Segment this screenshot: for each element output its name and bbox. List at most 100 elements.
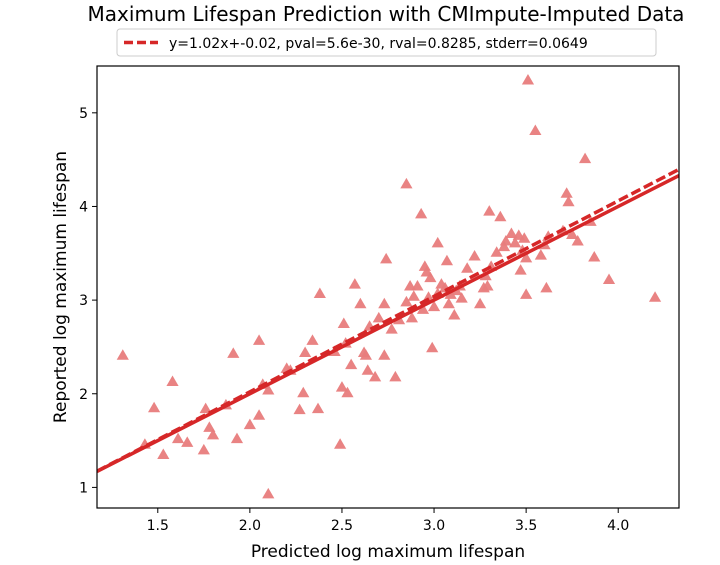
data-point-marker: [534, 249, 547, 260]
data-point-marker: [157, 448, 170, 460]
data-point-marker: [341, 386, 354, 398]
data-point-marker: [562, 195, 575, 207]
data-point-marker: [311, 402, 325, 414]
data-point-marker: [345, 358, 358, 370]
data-point-marker: [473, 297, 487, 309]
data-point-marker: [529, 124, 542, 136]
legend-label: y=1.02x+-0.02, pval=5.6e-30, rval=0.8285…: [169, 36, 588, 52]
data-point-marker: [116, 349, 129, 360]
plot-frame: [96, 65, 680, 509]
legend: y=1.02x+-0.02, pval=5.6e-30, rval=0.8285…: [116, 28, 657, 57]
data-point-marker: [199, 402, 212, 414]
data-point-marker: [166, 375, 179, 387]
x-tick-label: 3.5: [515, 518, 537, 534]
data-point-marker: [334, 438, 347, 449]
data-point-marker: [197, 443, 210, 455]
regression-line-layer: [97, 167, 679, 474]
y-axis-ticks: 1 2 3 4 5: [79, 106, 97, 496]
data-point-marker: [407, 290, 420, 301]
y-tick-label: 2: [79, 387, 88, 403]
data-point-marker: [171, 432, 185, 444]
data-point-marker: [540, 281, 553, 293]
data-point-marker: [297, 386, 310, 398]
identity-line: [97, 174, 679, 474]
data-point-marker: [566, 228, 579, 239]
data-point-marker: [494, 210, 507, 222]
data-point-marker: [262, 383, 275, 395]
data-point-marker: [380, 252, 393, 264]
regression-fit-line: [97, 167, 679, 473]
y-axis-label: Reported log maximum lifespan: [51, 151, 71, 423]
data-point-marker: [378, 349, 391, 360]
data-point-marker: [369, 370, 382, 382]
data-point-marker: [444, 288, 457, 299]
data-point-marker: [468, 250, 481, 261]
data-point-marker: [483, 205, 496, 216]
data-point-marker: [299, 346, 312, 357]
data-point-marker: [372, 311, 385, 323]
data-point-marker: [348, 278, 361, 289]
data-point-marker: [361, 364, 374, 375]
data-point-marker: [497, 240, 511, 252]
data-point-marker: [206, 428, 220, 440]
data-point-marker: [337, 317, 350, 328]
data-point-marker: [313, 287, 326, 298]
data-point-marker: [578, 152, 592, 164]
data-point-marker: [148, 401, 161, 413]
data-point-marker: [252, 409, 266, 420]
x-axis-ticks: 1.5 2.0 2.5 3.0 3.5 4.0: [147, 508, 629, 534]
data-point-marker: [405, 311, 419, 323]
data-point-marker: [481, 280, 494, 291]
data-point-marker: [560, 187, 573, 198]
data-point-marker: [427, 300, 441, 312]
data-point-marker: [378, 297, 391, 309]
data-point-marker: [588, 250, 601, 262]
data-point-marker: [416, 303, 430, 314]
data-point-marker: [602, 273, 616, 284]
y-tick-label: 3: [79, 293, 88, 309]
data-point-marker: [514, 264, 527, 275]
x-tick-label: 2.0: [239, 518, 261, 534]
data-point-marker: [520, 251, 533, 263]
data-point-marker: [520, 288, 533, 299]
data-point-marker: [508, 236, 522, 248]
data-point-marker: [400, 177, 413, 189]
data-point-marker: [415, 207, 428, 219]
data-point-marker: [448, 309, 461, 320]
x-tick-label: 2.5: [331, 518, 353, 534]
y-tick-label: 4: [79, 199, 88, 215]
y-tick-label: 5: [79, 106, 88, 122]
x-tick-label: 1.5: [147, 518, 169, 534]
data-point-marker: [426, 341, 439, 353]
data-point-marker: [424, 271, 437, 283]
data-point-marker: [335, 381, 349, 392]
data-point-marker: [227, 347, 240, 358]
data-point-marker: [442, 297, 455, 309]
data-point-marker: [262, 487, 275, 499]
data-point-marker: [306, 334, 319, 345]
data-point-marker: [431, 236, 444, 248]
marker-layer: [116, 73, 662, 499]
data-point-marker: [411, 280, 424, 291]
chart-title: Maximum Lifespan Prediction with CMImput…: [88, 2, 685, 26]
data-point-marker: [499, 235, 512, 246]
data-point-marker: [385, 323, 398, 334]
x-tick-label: 4.0: [607, 518, 629, 534]
data-point-marker: [461, 262, 474, 273]
data-point-marker: [293, 403, 306, 415]
x-tick-label: 3.0: [423, 518, 445, 534]
data-point-marker: [359, 349, 372, 360]
data-point-marker: [400, 295, 413, 307]
data-point-marker: [490, 246, 503, 257]
data-point-marker: [521, 73, 535, 85]
data-point-marker: [203, 421, 216, 432]
data-point-marker: [252, 334, 266, 345]
x-axis-label: Predicted log maximum lifespan: [251, 542, 525, 562]
data-point-marker: [648, 291, 662, 302]
data-point-marker: [571, 235, 584, 246]
y-tick-label: 1: [79, 480, 88, 496]
data-point-marker: [389, 370, 402, 382]
data-point-marker: [354, 297, 367, 309]
data-point-marker: [505, 227, 518, 239]
